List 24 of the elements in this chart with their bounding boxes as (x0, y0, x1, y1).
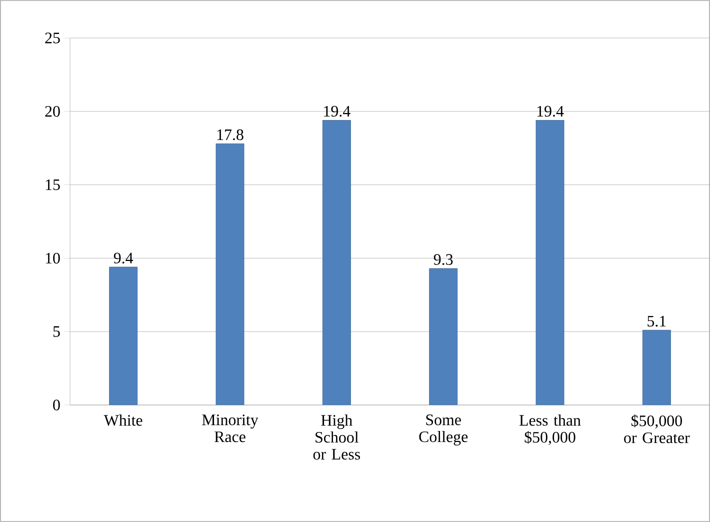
data-label: 9.4 (114, 252, 134, 264)
x-tick-label: Some College (419, 414, 468, 446)
y-tick-label: 25 (45, 32, 60, 44)
bar (429, 268, 458, 405)
y-tick-label: 15 (46, 179, 60, 190)
x-tick-label: $50,000 or Greater (624, 414, 690, 444)
data-label: 17.8 (217, 129, 244, 140)
x-tick-label: High School or Less (313, 414, 360, 460)
y-tick-label: 10 (46, 252, 60, 264)
y-tick-label: 0 (53, 400, 60, 410)
bar (642, 330, 671, 405)
x-tick-label: Less than $50,000 (519, 414, 581, 445)
data-label: 9.3 (434, 254, 453, 265)
bar (216, 143, 244, 405)
bar (322, 120, 351, 405)
data-label: 5.1 (648, 316, 666, 327)
data-label: 19.4 (324, 106, 350, 117)
x-tick-label: White (104, 414, 142, 426)
y-tick-label: 5 (53, 326, 60, 337)
x-tick-label: Minority Race (202, 414, 258, 442)
y-tick-label: 20 (45, 106, 60, 117)
data-label: 19.4 (537, 106, 564, 117)
bar (536, 120, 564, 405)
bar (109, 266, 138, 405)
